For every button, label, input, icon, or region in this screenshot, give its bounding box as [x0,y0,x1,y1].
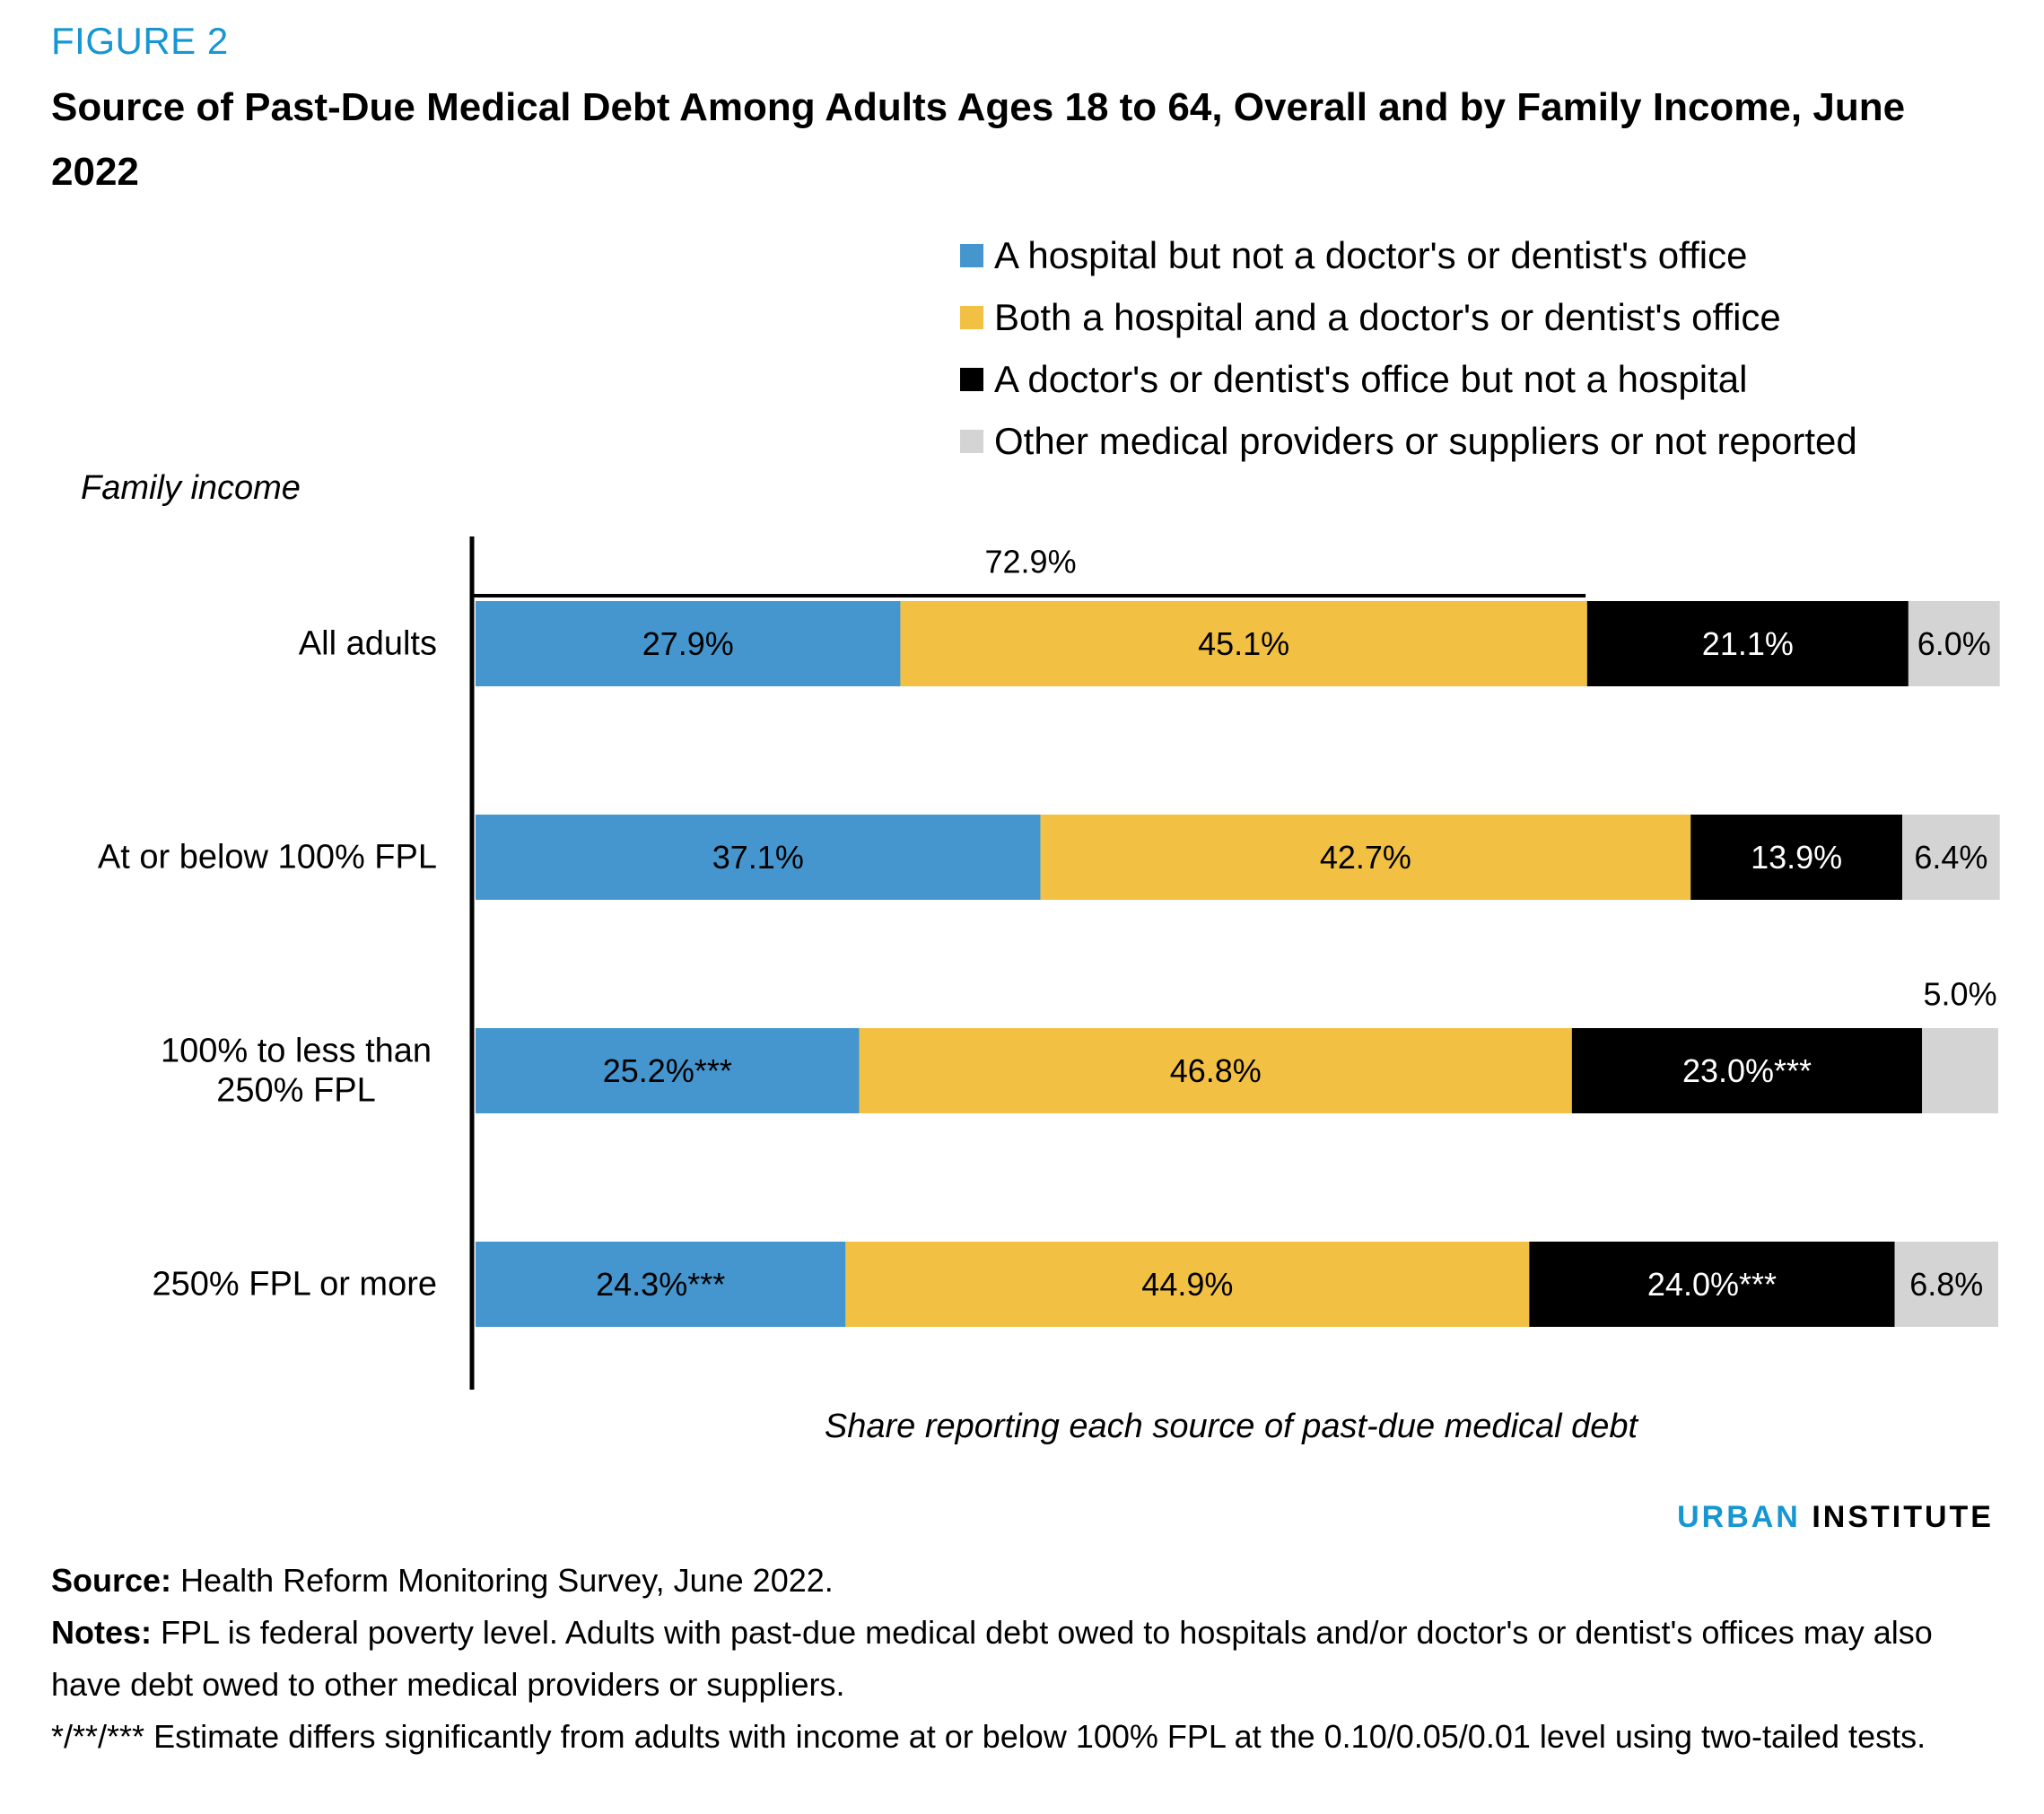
bar-segment [476,815,1041,900]
data-label: 6.8% [1909,1266,1983,1303]
legend-item: Other medical providers or suppliers or … [960,410,1857,472]
legend-label: A doctor's or dentist's office but not a… [994,357,1748,400]
category-label: All adults [299,625,437,663]
notes: Notes: FPL is federal poverty level. Adu… [51,1607,1989,1711]
y-axis-title: Family income [81,469,301,507]
bar-segment [1894,1242,1998,1327]
brand-institute: INSTITUTE [1812,1500,1994,1534]
legend-label: Both a hospital and a doctor's or dentis… [994,295,1781,338]
data-label: 37.1% [712,839,804,876]
bar-segment [1040,815,1691,900]
legend-item: A doctor's or dentist's office but not a… [960,348,1857,410]
data-label: 21.1% [1702,625,1794,662]
data-label: 6.4% [1914,839,1987,876]
source-note: Source: Health Reform Monitoring Survey,… [51,1555,1989,1607]
data-label: 44.9% [1141,1266,1233,1303]
data-label: 6.0% [1917,625,1991,662]
category-label: 100% to less than [161,1033,432,1070]
brand-logo: URBAN INSTITUTE [1677,1500,1994,1535]
bar-segment [900,601,1587,686]
notes-text: FPL is federal poverty level. Adults wit… [51,1614,1933,1703]
data-label: 24.0%*** [1647,1266,1777,1303]
legend-label: A hospital but not a doctor's or dentist… [994,233,1748,276]
data-label: 42.7% [1320,839,1411,876]
brand-urban: URBAN [1677,1500,1801,1534]
data-label: 45.1% [1198,625,1289,662]
data-label: 13.9% [1751,839,1842,876]
data-label: 27.9% [642,625,734,662]
legend: A hospital but not a doctor's or dentist… [960,224,1857,472]
category-label: 250% FPL or more [152,1266,437,1304]
significance-note: */**/*** Estimate differs significantly … [51,1718,1926,1755]
bar-segment [476,1242,846,1327]
stacked-bar-chart: Family income All adults 27.9% 45.1% 21.1% 6.… [81,469,2000,1445]
bar-segment [1586,601,1909,686]
category-label: 250% FPL [216,1072,375,1110]
bar-segment [476,1028,860,1113]
category-label: At or below 100% FPL [98,839,437,876]
data-label: 23.0%*** [1682,1052,1812,1089]
source-label: Source: [51,1562,172,1599]
bar-segment [1529,1242,1895,1327]
notes-label: Notes: [51,1614,153,1651]
legend-swatch [960,367,983,391]
x-axis-title: Share reporting each source of past-due … [825,1408,1639,1445]
source-text: Health Reform Monitoring Survey, June 20… [180,1562,834,1599]
bar-segment [1690,815,1903,900]
data-label: 24.3%*** [596,1266,725,1303]
data-label: 46.8% [1170,1052,1262,1089]
bracket-label: 72.9% [985,544,1077,580]
bar-segment [845,1242,1530,1327]
bar-segment [1922,1028,1998,1113]
chart-title: Source of Past-Due Medical Debt Among Ad… [51,85,1906,194]
legend-item: Both a hospital and a doctor's or dentis… [960,286,1857,348]
figure-label: FIGURE 2 [51,20,229,62]
bar-segment [859,1028,1572,1113]
data-label: 5.0% [1924,976,1997,1013]
bar-segment [1902,815,2000,900]
legend-swatch [960,305,983,329]
data-label: 25.2%*** [603,1052,732,1089]
bar-segment [1908,601,2000,686]
legend-swatch [960,243,983,267]
legend-swatch [960,429,983,453]
bar-segment [476,601,901,686]
bar-segment [1571,1028,1923,1113]
legend-label: Other medical providers or suppliers or … [994,419,1857,462]
legend-item: A hospital but not a doctor's or dentist… [960,224,1857,286]
